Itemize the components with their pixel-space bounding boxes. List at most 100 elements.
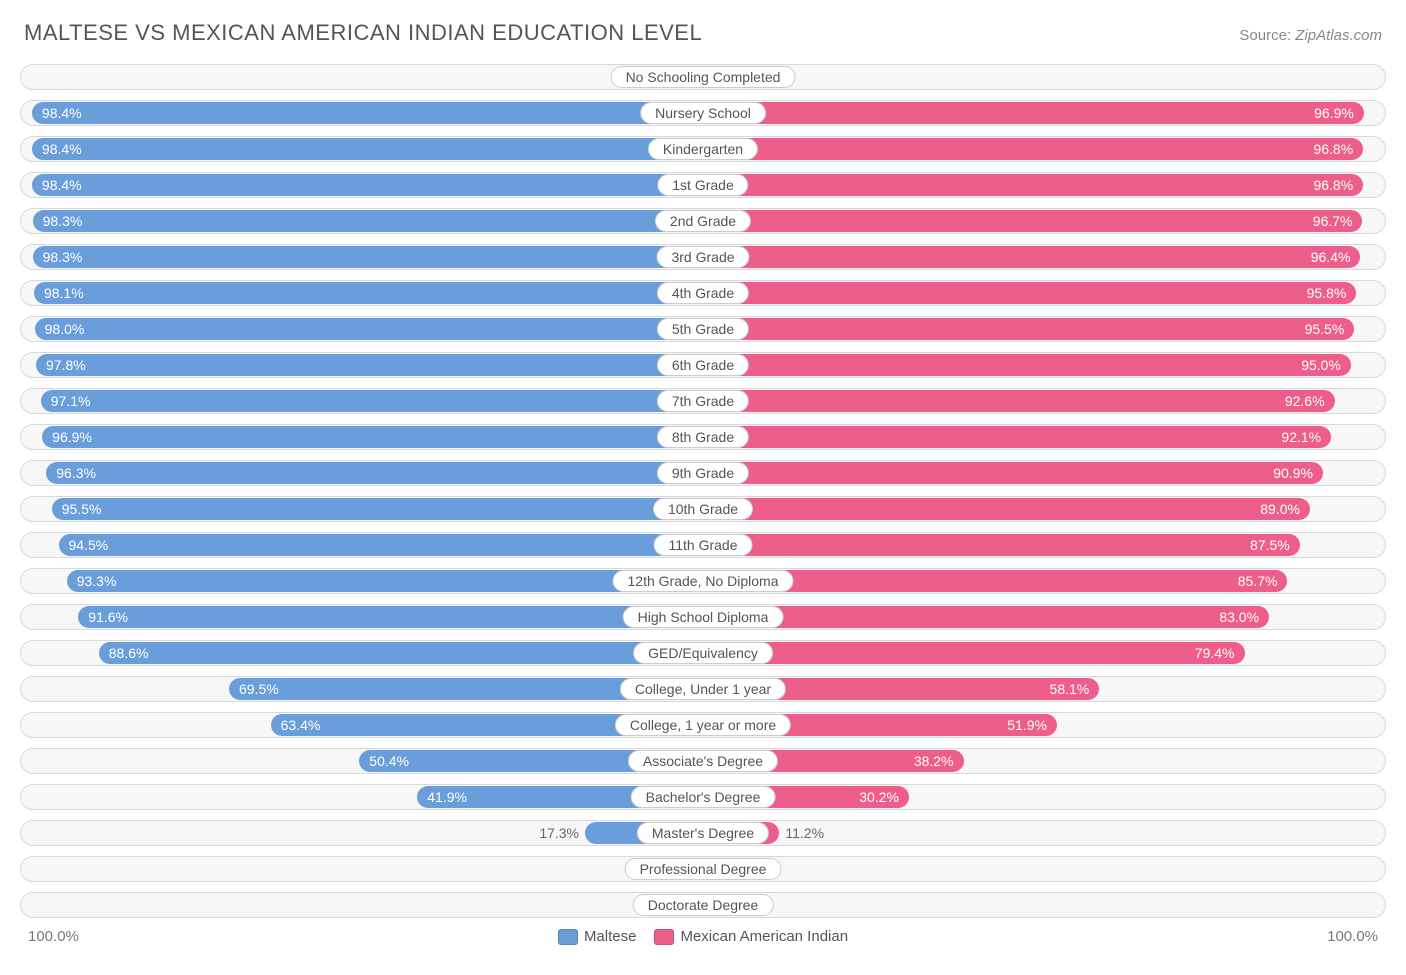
- legend-item-right: Mexican American Indian: [654, 928, 848, 945]
- category-label: 2nd Grade: [655, 210, 751, 232]
- category-label: GED/Equivalency: [633, 642, 773, 664]
- chart-row: 88.6% 79.4% GED/Equivalency: [20, 640, 1386, 666]
- chart-source: Source: ZipAtlas.com: [1239, 27, 1382, 44]
- chart-row: 98.1% 95.8% 4th Grade: [20, 280, 1386, 306]
- chart-header: MALTESE VS MEXICAN AMERICAN INDIAN EDUCA…: [20, 20, 1386, 46]
- bar-left-value: 98.3%: [33, 213, 93, 229]
- chart-row: 98.4%96.8%Kindergarten: [20, 136, 1386, 162]
- chart-row: 17.3% 11.2% Master's Degree: [20, 820, 1386, 846]
- category-label: 3rd Grade: [656, 246, 749, 268]
- bar-right: 95.0%: [703, 354, 1351, 376]
- chart-row: 98.4% 96.8%1st Grade: [20, 172, 1386, 198]
- legend: Maltese Mexican American Indian: [558, 928, 848, 945]
- bar-right-value: 96.7%: [1303, 213, 1363, 229]
- legend-label-right: Mexican American Indian: [680, 928, 848, 945]
- bar-right: 95.8%: [703, 282, 1356, 304]
- chart-row: 1.6%3.2%No Schooling Completed: [20, 64, 1386, 90]
- category-label: 5th Grade: [657, 318, 749, 340]
- bar-right: 96.8%: [703, 138, 1363, 160]
- category-label: 4th Grade: [657, 282, 749, 304]
- category-label: Bachelor's Degree: [631, 786, 776, 808]
- bar-left: 93.3%: [67, 570, 703, 592]
- axis-left-max: 100.0%: [28, 928, 79, 945]
- bar-left-value: 98.0%: [35, 321, 95, 337]
- bar-left-value: 98.3%: [33, 249, 93, 265]
- bar-left-value: 98.4%: [32, 141, 92, 157]
- category-label: College, 1 year or more: [615, 714, 791, 736]
- bar-right: 92.1%: [703, 426, 1331, 448]
- bar-right-value: 95.8%: [1297, 285, 1357, 301]
- bar-right-value: 96.9%: [1304, 105, 1364, 121]
- category-label: 8th Grade: [657, 426, 749, 448]
- diverging-bar-chart: 1.6%3.2%No Schooling Completed 98.4% 96.9%…: [20, 64, 1386, 918]
- category-label: Doctorate Degree: [633, 894, 774, 916]
- chart-row: 98.3% 96.4% 3rd Grade: [20, 244, 1386, 270]
- bar-left-value: 50.4%: [359, 753, 419, 769]
- bar-left: 98.4%: [32, 102, 703, 124]
- chart-row: 2.1%1.4%Doctorate Degree: [20, 892, 1386, 918]
- bar-right-value: 79.4%: [1185, 645, 1245, 661]
- bar-right-value: 90.9%: [1263, 465, 1323, 481]
- chart-row: 5.0%3.3%Professional Degree: [20, 856, 1386, 882]
- bar-right-value: 30.2%: [849, 789, 909, 805]
- category-label: 11th Grade: [653, 534, 752, 556]
- bar-right: 79.4%: [703, 642, 1245, 664]
- category-label: 9th Grade: [657, 462, 749, 484]
- bar-left-value: 97.8%: [36, 357, 96, 373]
- bar-left: 96.9%: [42, 426, 703, 448]
- bar-left: 97.1%: [41, 390, 703, 412]
- bar-left-value: 96.3%: [46, 465, 106, 481]
- bar-right: 95.5%: [703, 318, 1354, 340]
- bar-right-value: 95.5%: [1295, 321, 1355, 337]
- bar-left-value: 98.1%: [34, 285, 94, 301]
- bar-right-value: 92.1%: [1271, 429, 1331, 445]
- chart-row: 95.5%89.0%10th Grade: [20, 496, 1386, 522]
- bar-left: 95.5%: [52, 498, 703, 520]
- bar-left: 94.5%: [59, 534, 703, 556]
- bar-left: 91.6%: [78, 606, 703, 628]
- bar-right-value: 87.5%: [1240, 537, 1300, 553]
- chart-row: 97.8% 95.0% 6th Grade: [20, 352, 1386, 378]
- bar-right: 96.8%: [703, 174, 1363, 196]
- bar-left: 98.1%: [34, 282, 703, 304]
- bar-left: 98.0%: [35, 318, 703, 340]
- bar-left-value: 96.9%: [42, 429, 102, 445]
- category-label: Master's Degree: [637, 822, 769, 844]
- bar-left-value: 17.3%: [529, 825, 585, 841]
- bar-right: 90.9%: [703, 462, 1323, 484]
- bar-right: 96.9%: [703, 102, 1364, 124]
- bar-left-value: 88.6%: [99, 645, 159, 661]
- category-label: Associate's Degree: [628, 750, 778, 772]
- bar-left-value: 98.4%: [32, 177, 92, 193]
- bar-right-value: 85.7%: [1228, 573, 1288, 589]
- chart-row: 50.4%38.2%Associate's Degree: [20, 748, 1386, 774]
- bar-right-value: 51.9%: [997, 717, 1057, 733]
- category-label: Professional Degree: [625, 858, 782, 880]
- bar-right-value: 95.0%: [1291, 357, 1351, 373]
- bar-left: 97.8%: [36, 354, 703, 376]
- bar-right-value: 58.1%: [1040, 681, 1100, 697]
- bar-left-value: 98.4%: [32, 105, 92, 121]
- bar-right-value: 96.8%: [1303, 141, 1363, 157]
- chart-row: 63.4%51.9%College, 1 year or more: [20, 712, 1386, 738]
- category-label: College, Under 1 year: [620, 678, 786, 700]
- chart-row: 97.1%92.6%7th Grade: [20, 388, 1386, 414]
- category-label: 12th Grade, No Diploma: [613, 570, 794, 592]
- legend-swatch-right: [654, 929, 674, 945]
- category-label: 10th Grade: [653, 498, 753, 520]
- category-label: 1st Grade: [657, 174, 748, 196]
- category-label: 6th Grade: [657, 354, 749, 376]
- chart-title: MALTESE VS MEXICAN AMERICAN INDIAN EDUCA…: [24, 20, 702, 46]
- source-value: ZipAtlas.com: [1295, 27, 1382, 44]
- bar-left-value: 69.5%: [229, 681, 289, 697]
- bar-right-value: 11.2%: [779, 825, 834, 841]
- bar-right-value: 96.4%: [1301, 249, 1361, 265]
- bar-right: 96.4%: [703, 246, 1360, 268]
- legend-swatch-left: [558, 929, 578, 945]
- bar-left: 96.3%: [46, 462, 703, 484]
- chart-row: 96.9% 92.1% 8th Grade: [20, 424, 1386, 450]
- chart-row: 98.0% 95.5% 5th Grade: [20, 316, 1386, 342]
- bar-right: 96.7%: [703, 210, 1362, 232]
- chart-row: 69.5% 58.1% College, Under 1 year: [20, 676, 1386, 702]
- bar-right-value: 92.6%: [1275, 393, 1335, 409]
